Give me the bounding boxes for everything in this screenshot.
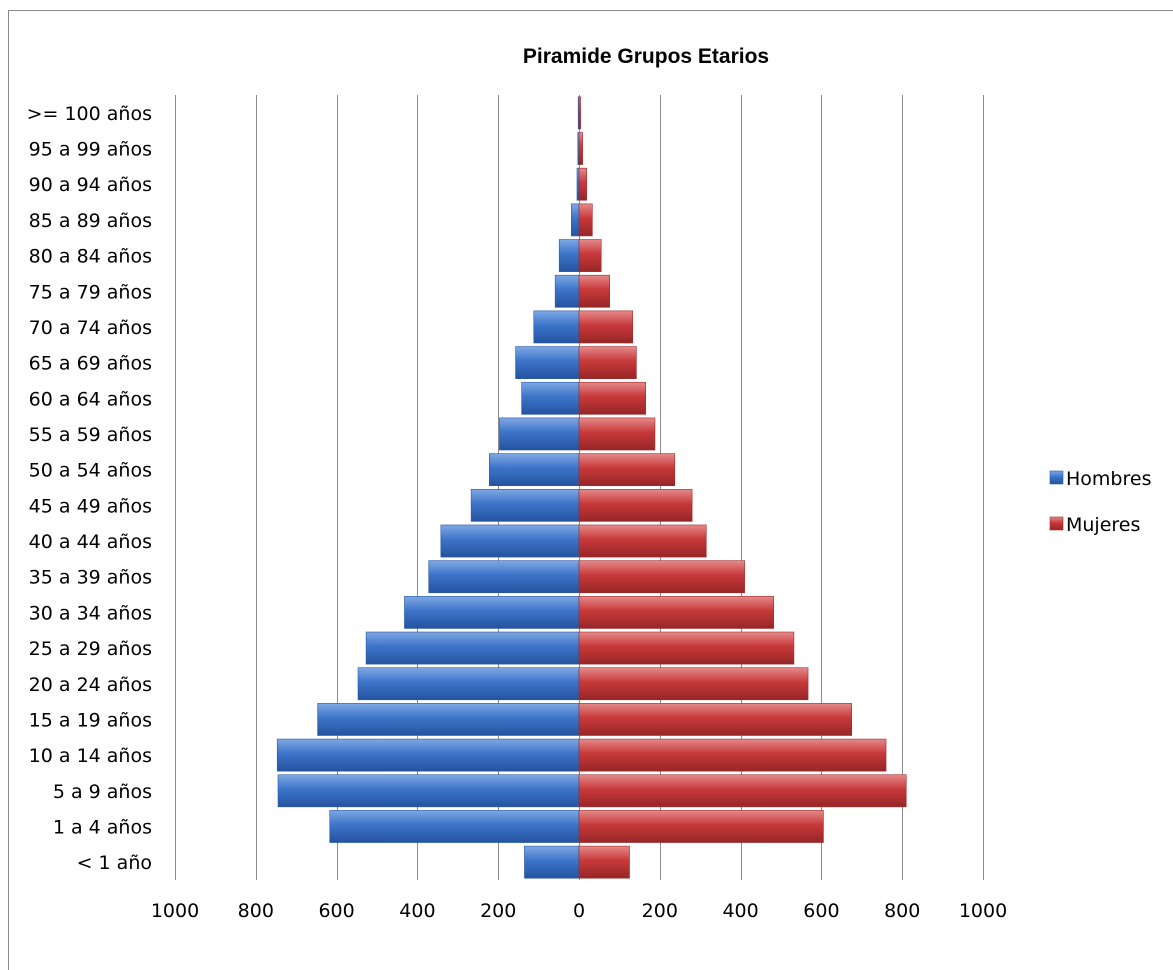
y-tick-label: 40 a 44 años	[29, 531, 152, 553]
legend-swatch	[1049, 516, 1064, 531]
y-tick-label: 10 a 14 años	[29, 745, 152, 767]
legend-label: Mujeres	[1066, 514, 1140, 536]
y-tick-label: 50 a 54 años	[29, 460, 152, 482]
y-tick-label: 80 a 84 años	[29, 246, 152, 268]
bar-mujeres-21	[578, 96, 581, 130]
bar-hombres-11	[489, 453, 580, 487]
y-tick-label: 60 a 64 años	[29, 388, 152, 410]
bar-mujeres-8	[578, 560, 745, 594]
bar-hombres-16	[554, 274, 580, 308]
x-tick-label: 0	[573, 900, 585, 922]
x-tick-label: 400	[722, 900, 758, 922]
bar-hombres-2	[277, 774, 580, 808]
bar-mujeres-17	[578, 239, 602, 272]
bar-mujeres-5	[578, 667, 809, 701]
bar-hombres-3	[276, 738, 580, 772]
x-tick-label: 400	[399, 900, 435, 922]
bar-mujeres-3	[578, 738, 887, 772]
y-tick-label: 30 a 34 años	[29, 602, 152, 624]
bar-mujeres-4	[578, 703, 853, 736]
bar-mujeres-11	[578, 453, 676, 487]
bar-hombres-17	[558, 239, 580, 272]
x-axis-labels: 1000 800 600 400 200 0 200 400 600 800 1000	[151, 900, 1007, 922]
bar-mujeres-7	[578, 596, 775, 629]
y-tick-label: 20 a 24 años	[29, 674, 152, 696]
y-tick-label: 70 a 74 años	[29, 317, 152, 339]
bar-hombres-9	[440, 524, 580, 558]
y-tick-label: 35 a 39 años	[29, 567, 152, 589]
x-tick-label: 800	[884, 900, 920, 922]
bar-hombres-5	[357, 667, 580, 701]
bar-hombres-13	[521, 381, 580, 415]
y-axis-labels: < 1 año 1 a 4 años 5 a 9 años 10 a 14 años 1…	[27, 103, 152, 874]
y-tick-label: >= 100 años	[27, 103, 152, 125]
legend: Hombres Mujeres	[1049, 468, 1151, 536]
x-tick-label: 1000	[959, 900, 1007, 922]
y-tick-label: 5 a 9 años	[53, 781, 152, 803]
bar-mujeres-1	[578, 810, 824, 843]
y-tick-label: 65 a 69 años	[29, 353, 152, 375]
bar-mujeres-2	[578, 774, 907, 808]
bar-hombres-4	[317, 703, 580, 736]
legend-label: Hombres	[1066, 468, 1151, 490]
bar-mujeres-6	[578, 631, 795, 665]
population-pyramid-chart: Piramide Grupos Etarios < 1 año 1 a 4 año…	[27, 45, 1152, 922]
bar-hombres-12	[499, 417, 580, 451]
bar-mujeres-10	[578, 488, 693, 522]
y-tick-label: 25 a 29 años	[29, 638, 152, 660]
y-tick-label: 1 a 4 años	[53, 816, 152, 838]
bar-mujeres-16	[578, 274, 611, 308]
chart-title: Piramide Grupos Etarios	[523, 45, 769, 68]
bar-mujeres-15	[578, 310, 634, 344]
bar-mujeres-19	[578, 167, 587, 201]
bar-mujeres-14	[578, 346, 637, 379]
bar-mujeres-18	[578, 203, 593, 237]
x-tick-label: 1000	[151, 900, 199, 922]
bar-hombres-7	[404, 596, 580, 629]
bar-mujeres-0	[578, 845, 630, 879]
y-tick-label: 15 a 19 años	[29, 709, 152, 731]
bar-hombres-18	[571, 203, 580, 237]
y-tick-label: 55 a 59 años	[29, 424, 152, 446]
x-tick-label: 200	[642, 900, 678, 922]
x-tick-label: 800	[238, 900, 274, 922]
y-tick-label: 90 a 94 años	[29, 174, 152, 196]
bar-hombres-19	[576, 167, 580, 201]
bar-hombres-6	[365, 631, 580, 665]
bar-mujeres-13	[578, 381, 646, 415]
bar-hombres-15	[533, 310, 580, 344]
x-tick-label: 600	[318, 900, 354, 922]
y-tick-label: 95 a 99 años	[29, 139, 152, 161]
bar-hombres-0	[524, 845, 580, 879]
bars	[276, 96, 907, 879]
y-tick-label: 75 a 79 años	[29, 281, 152, 303]
y-tick-label: < 1 año	[77, 852, 152, 874]
bar-hombres-14	[515, 346, 580, 379]
legend-swatch	[1049, 470, 1064, 485]
bar-hombres-1	[329, 810, 580, 843]
x-tick-label: 600	[803, 900, 839, 922]
x-tick-label: 200	[480, 900, 516, 922]
bar-mujeres-20	[578, 132, 583, 165]
bar-hombres-8	[428, 560, 580, 594]
chart-area	[8, 10, 1173, 970]
bar-mujeres-12	[578, 417, 656, 451]
y-tick-label: 45 a 49 años	[29, 495, 152, 517]
y-tick-label: 85 a 89 años	[29, 210, 152, 232]
bar-mujeres-9	[578, 524, 707, 558]
bar-hombres-10	[470, 488, 580, 522]
